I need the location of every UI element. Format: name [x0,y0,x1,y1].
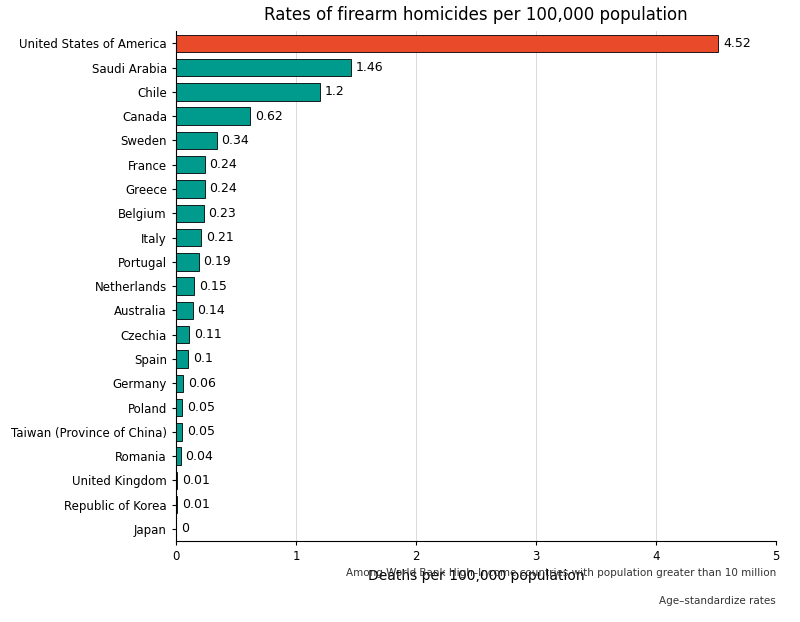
Text: Age–standardize rates: Age–standardize rates [659,596,776,606]
Text: 0.1: 0.1 [193,353,213,366]
Bar [176,374,183,392]
Bar [176,132,217,149]
Text: 1.2: 1.2 [325,85,345,98]
Bar [176,34,718,52]
Text: 0.14: 0.14 [198,304,226,317]
Bar [176,399,182,416]
Bar [176,350,188,368]
Bar [176,180,205,198]
Bar [176,156,205,174]
Text: 0.05: 0.05 [187,425,214,439]
Bar [176,205,203,222]
Bar [176,423,182,440]
Bar [176,83,320,101]
Text: Among World Bank High–Income countries with population greater than 10 million: Among World Bank High–Income countries w… [346,569,776,578]
Text: 4.52: 4.52 [723,37,751,50]
Text: 0.62: 0.62 [255,109,283,123]
Bar [176,108,250,125]
Text: 0.24: 0.24 [210,182,238,195]
Text: 0.24: 0.24 [210,158,238,171]
Text: 0.34: 0.34 [222,134,250,147]
Bar [176,277,194,295]
Text: 0.15: 0.15 [199,280,226,292]
X-axis label: Deaths per 100,000 population: Deaths per 100,000 population [368,569,584,583]
Text: 0.23: 0.23 [208,207,236,220]
Text: 0.21: 0.21 [206,231,234,244]
Bar [176,496,178,513]
Bar [176,302,193,319]
Bar [176,229,202,246]
Text: 0: 0 [181,522,189,536]
Text: 1.46: 1.46 [356,61,384,74]
Text: 0.01: 0.01 [182,474,210,487]
Bar [176,326,189,343]
Text: 0.06: 0.06 [188,377,216,390]
Text: 0.19: 0.19 [203,256,231,268]
Text: 0.11: 0.11 [194,328,222,341]
Bar [176,447,181,465]
Text: 0.04: 0.04 [186,450,214,463]
Title: Rates of firearm homicides per 100,000 population: Rates of firearm homicides per 100,000 p… [264,6,688,24]
Text: 0.01: 0.01 [182,498,210,511]
Bar [176,59,351,77]
Text: 0.05: 0.05 [187,401,214,414]
Bar [176,253,199,271]
Bar [176,471,178,489]
